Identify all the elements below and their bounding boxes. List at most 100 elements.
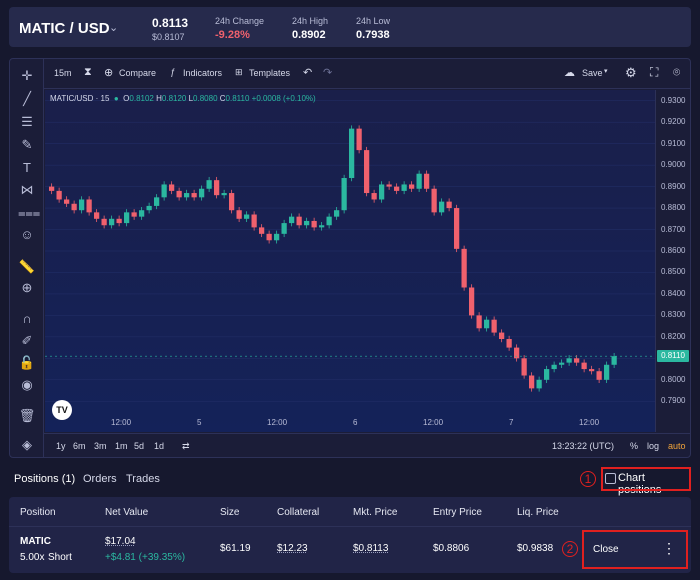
- row-collateral[interactable]: $12.23: [277, 543, 308, 554]
- templates-button[interactable]: Templates: [249, 68, 291, 78]
- candle: [424, 170, 430, 192]
- candle: [94, 209, 100, 223]
- candle: [611, 352, 617, 368]
- crosshair-icon[interactable]: ✛: [21, 68, 33, 83]
- row-asset: MATIC: [20, 536, 51, 547]
- col-net-value: Net Value: [105, 507, 149, 518]
- clock-time[interactable]: 13:23:22 (UTC): [552, 441, 615, 451]
- layers-icon[interactable]: ◈: [22, 437, 32, 452]
- gear-icon[interactable]: ⚙: [625, 65, 637, 80]
- x-tick-label: 6: [353, 418, 358, 427]
- legend-symbol: MATIC/USD · 15: [50, 94, 110, 103]
- interval-selector[interactable]: 15m: [54, 68, 72, 78]
- candle: [484, 316, 490, 332]
- legend-close-label: C: [219, 94, 226, 103]
- candle: [124, 209, 130, 227]
- col-liq-price: Liq. Price: [517, 507, 559, 518]
- chart-positions-checkbox[interactable]: [605, 473, 616, 484]
- cloud-icon[interactable]: ☁: [564, 67, 575, 79]
- row-mkt-price[interactable]: $0.8113: [353, 543, 389, 554]
- lock-drawing-icon[interactable]: ✐: [21, 333, 33, 348]
- candle: [191, 189, 197, 201]
- date-range-icon[interactable]: ⇄: [182, 441, 190, 451]
- templates-icon[interactable]: ⊞: [235, 67, 243, 77]
- range-6m[interactable]: 6m: [73, 441, 86, 451]
- indicators-icon[interactable]: ƒ: [170, 67, 176, 77]
- tab-positions[interactable]: Positions (1): [14, 473, 76, 485]
- candle: [386, 181, 392, 190]
- high-value: 0.8902: [292, 29, 326, 41]
- trend-line-icon[interactable]: ╱: [23, 91, 31, 106]
- prediction-icon[interactable]: ⩶: [18, 205, 41, 220]
- tradingview-logo[interactable]: TV: [52, 400, 72, 420]
- candle: [521, 355, 527, 379]
- positions-tabs: Positions (1) Orders Trades: [0, 464, 700, 494]
- fullscreen-icon[interactable]: ⛶: [650, 65, 659, 79]
- undo-icon[interactable]: ↶: [303, 67, 313, 79]
- pair-selector[interactable]: MATIC / USD: [19, 20, 110, 37]
- horizontal-lines-icon[interactable]: ☰: [21, 114, 33, 129]
- chevron-down-icon[interactable]: ▾: [604, 68, 608, 75]
- range-1m[interactable]: 1m: [115, 441, 128, 451]
- candle: [236, 206, 242, 223]
- candle: [311, 217, 317, 231]
- candle-type-icon[interactable]: ⧗: [84, 66, 92, 78]
- more-options-icon[interactable]: ⋮: [662, 540, 676, 556]
- magnet-icon[interactable]: ∩: [22, 311, 32, 326]
- indicators-button[interactable]: Indicators: [183, 68, 223, 78]
- annotation-box-2: [582, 530, 688, 569]
- annotation-box-1: [601, 467, 691, 491]
- redo-icon[interactable]: ↷: [323, 67, 333, 79]
- row-net-value[interactable]: $17.04: [105, 536, 136, 547]
- price-axis[interactable]: 0.9300 0.9200 0.9100 0.9000 0.8900 0.8800 0.87…: [655, 90, 690, 432]
- save-button[interactable]: Save: [582, 68, 603, 78]
- price-chart[interactable]: MATIC/USD · 15 ● O0.8102 H0.8120 L0.8080…: [45, 90, 655, 432]
- add-icon[interactable]: ⊕: [104, 67, 114, 79]
- candle: [454, 204, 460, 253]
- change-label: 24h Change: [215, 16, 265, 26]
- pattern-icon[interactable]: ⋈: [20, 182, 34, 197]
- tab-orders[interactable]: Orders: [83, 473, 117, 485]
- candle: [64, 196, 70, 207]
- emoji-icon[interactable]: ☺: [20, 227, 34, 242]
- legend-close: 0.8110: [225, 94, 250, 103]
- text-tool-icon[interactable]: T: [23, 160, 31, 175]
- trash-icon[interactable]: 🗑: [18, 408, 36, 423]
- y-tick-label: 0.8500: [661, 267, 686, 277]
- zoom-in-icon[interactable]: ⊕: [21, 280, 33, 295]
- y-tick-label: 0.8200: [661, 331, 686, 341]
- candle: [169, 181, 175, 195]
- candle: [176, 187, 182, 201]
- percent-toggle[interactable]: %: [630, 441, 639, 451]
- range-5d[interactable]: 5d: [134, 441, 145, 451]
- candle: [476, 312, 482, 332]
- candle: [341, 174, 347, 214]
- ruler-icon[interactable]: 📏: [18, 259, 36, 274]
- candle: [109, 215, 115, 229]
- candle: [394, 183, 400, 195]
- auto-toggle[interactable]: auto: [668, 441, 686, 451]
- candle: [266, 230, 272, 244]
- range-1y[interactable]: 1y: [56, 441, 66, 451]
- range-1d[interactable]: 1d: [154, 441, 165, 451]
- col-mkt-price: Mkt. Price: [353, 507, 398, 518]
- candle: [86, 196, 92, 216]
- brush-icon[interactable]: ✎: [21, 137, 33, 152]
- candle: [296, 213, 302, 229]
- row-pnl: +$4.81 (+39.35%): [105, 552, 186, 563]
- y-tick-label: 0.8000: [661, 374, 686, 384]
- candle: [551, 361, 557, 373]
- close-position-button[interactable]: Close ⋮: [584, 532, 686, 567]
- eye-icon[interactable]: ◉: [21, 377, 33, 392]
- log-toggle[interactable]: log: [647, 441, 660, 451]
- tab-trades[interactable]: Trades: [126, 473, 160, 485]
- chevron-down-icon[interactable]: ⌄: [109, 22, 119, 34]
- time-axis[interactable]: 12:00 5 12:00 6 12:00 7 12:00: [45, 412, 655, 432]
- lock-icon[interactable]: 🔓: [18, 355, 36, 370]
- camera-icon[interactable]: ⌾: [673, 65, 681, 79]
- y-tick-label: 0.8700: [661, 224, 686, 234]
- range-3m[interactable]: 3m: [94, 441, 107, 451]
- change-value: -9.28%: [215, 29, 250, 41]
- candlestick-series: [45, 100, 655, 402]
- compare-button[interactable]: Compare: [119, 68, 157, 78]
